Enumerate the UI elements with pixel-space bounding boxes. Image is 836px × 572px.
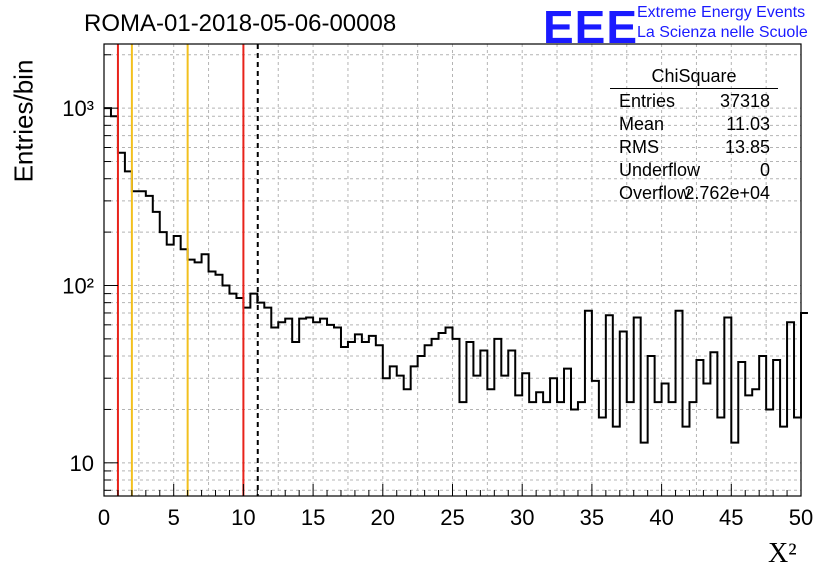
y-tick-label: 10² [62,273,94,298]
stats-key: Overflow [619,183,691,203]
stats-row-mean: Mean 11.03 [610,112,778,135]
stats-value: 13.85 [724,137,770,157]
stats-row-underflow: Underflow 0 [610,158,778,181]
x-tick-label: 10 [231,505,255,530]
stats-value: 11.03 [726,114,770,134]
eee-logo: EEE [543,1,639,53]
stats-key: Entries [619,91,676,111]
x-tick-label: 25 [440,505,464,530]
x-tick-label: 15 [301,505,325,530]
chart-title: ROMA-01-2018-05-06-00008 [84,10,397,37]
stats-value: 2.762e+04 [684,183,770,203]
stats-row-entries: Entries 37318 [610,89,778,112]
stats-title: ChiSquare [610,66,778,89]
stats-key: Underflow [619,160,701,180]
stats-box: ChiSquare Entries 37318 Mean 11.03 RMS 1… [610,66,778,204]
x-tick-label: 30 [510,505,534,530]
x-tick-label: 0 [98,505,110,530]
stats-value: 37318 [719,91,770,111]
histogram-series [104,107,808,444]
y-tick-label: 10 [70,451,94,476]
stats-key: Mean [619,114,665,134]
x-tick-label: 35 [580,505,604,530]
x-tick-label: 40 [649,505,673,530]
y-tick-label: 10³ [62,96,94,121]
x-tick-label: 50 [789,505,813,530]
y-axis-label: Entries/bin [8,59,39,183]
logo-line-1: Extreme Energy Events [637,4,806,21]
x-axis-label: X² [768,538,797,569]
stats-row-overflow: Overflow 2.762e+04 [610,181,778,204]
x-tick-label: 20 [371,505,395,530]
x-tick-label: 45 [719,505,743,530]
logo-line-2: La Scienza nelle Scuole [637,24,808,41]
stats-key: RMS [619,137,659,157]
x-tick-label: 5 [168,505,180,530]
stats-row-rms: RMS 13.85 [610,135,778,158]
stats-value: 0 [759,160,770,180]
